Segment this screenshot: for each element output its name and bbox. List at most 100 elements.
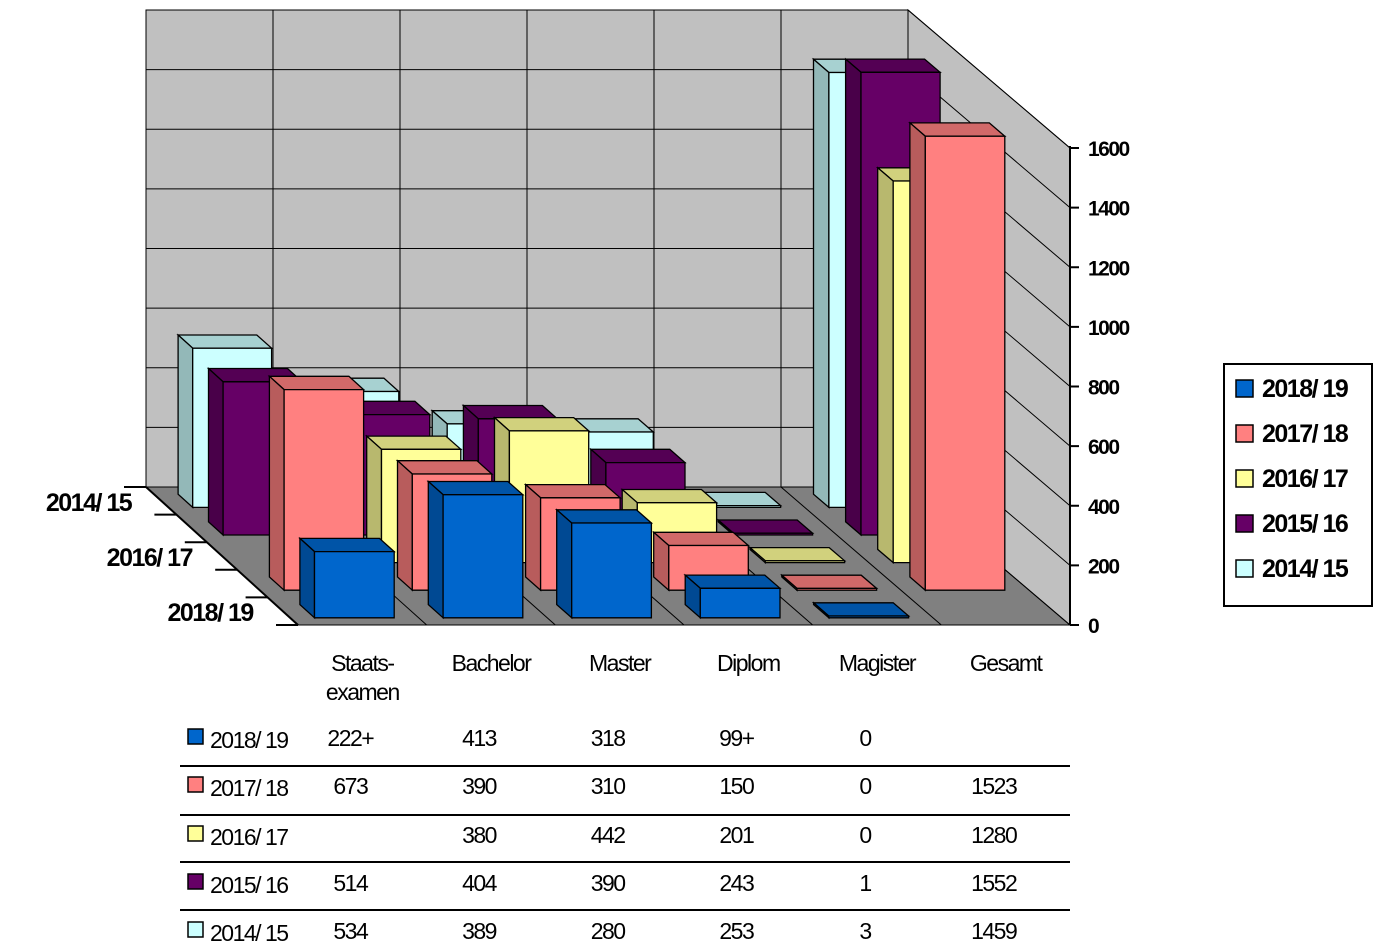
bar-side bbox=[877, 166, 894, 565]
bar-top bbox=[748, 546, 847, 562]
category-label: Gesamt bbox=[970, 650, 1044, 676]
bar-top bbox=[683, 574, 782, 589]
value-tick-label: 1000 bbox=[1088, 317, 1130, 340]
table-cell: 390 bbox=[462, 773, 497, 799]
bar-side bbox=[268, 374, 285, 592]
table-cell: 380 bbox=[462, 822, 497, 848]
bar bbox=[811, 601, 911, 620]
table-cell: 243 bbox=[719, 870, 754, 896]
bar-front bbox=[442, 494, 524, 619]
bar bbox=[780, 573, 879, 592]
bar-top bbox=[620, 488, 719, 504]
bar-front bbox=[828, 615, 910, 619]
bar-side bbox=[844, 57, 862, 537]
table-cell: 0 bbox=[859, 822, 871, 848]
bar-side bbox=[556, 508, 573, 620]
table-cell: 150 bbox=[719, 773, 754, 799]
bar-side bbox=[909, 121, 926, 592]
table-legend-key bbox=[187, 728, 204, 745]
legend-label: 2018/ 19 bbox=[1262, 375, 1348, 403]
bar-top bbox=[523, 483, 622, 499]
bar-top bbox=[780, 574, 879, 590]
legend-key bbox=[1235, 514, 1254, 533]
table-cell: 99+ bbox=[719, 725, 755, 751]
value-tick-label: 1200 bbox=[1088, 257, 1130, 280]
table-cell: 1523 bbox=[971, 773, 1017, 799]
legend: 2018/ 19 2017/ 18 2016/ 17 2015/ 16 2014/ 15 bbox=[1223, 363, 1373, 607]
bar-top bbox=[395, 460, 494, 475]
bar-top bbox=[811, 602, 911, 617]
legend-key bbox=[1235, 559, 1254, 578]
legend-key bbox=[1235, 424, 1254, 443]
table-legend-key bbox=[187, 776, 204, 793]
table-row-label: 2015/ 16 bbox=[210, 872, 288, 898]
bar-side bbox=[299, 536, 316, 620]
value-tick-label: 0 bbox=[1088, 615, 1099, 638]
bar-front bbox=[924, 135, 1006, 591]
bar-top bbox=[176, 334, 274, 349]
bar bbox=[908, 121, 1007, 592]
legend-key bbox=[1235, 469, 1254, 488]
category-label: Staats-examen bbox=[326, 650, 400, 705]
table-row-label: 2014/ 15 bbox=[210, 920, 288, 946]
table-cell: 1459 bbox=[971, 918, 1017, 944]
bar-top bbox=[651, 531, 751, 547]
bar bbox=[426, 480, 525, 620]
bar-top bbox=[843, 58, 942, 73]
depth-axis-label: 2018/ 19 bbox=[167, 599, 253, 627]
bar-side bbox=[427, 480, 444, 620]
bar-top bbox=[461, 404, 560, 420]
bar-side bbox=[396, 459, 413, 592]
bar-top bbox=[908, 122, 1007, 137]
table-cell: 673 bbox=[333, 773, 368, 799]
bar-front bbox=[732, 532, 814, 536]
table-row-label: 2016/ 17 bbox=[210, 824, 288, 850]
bar bbox=[683, 573, 782, 620]
value-tick-label: 1400 bbox=[1088, 198, 1130, 221]
table-cell: 3 bbox=[859, 918, 871, 944]
value-tick-label: 200 bbox=[1088, 555, 1119, 578]
table-cell: 0 bbox=[859, 773, 871, 799]
bar-top bbox=[267, 375, 366, 391]
table-cell: 1552 bbox=[971, 870, 1017, 896]
table-cell: 442 bbox=[591, 822, 626, 848]
value-tick-label: 400 bbox=[1088, 496, 1119, 519]
table-legend-key bbox=[187, 921, 204, 938]
table-cell: 404 bbox=[462, 870, 498, 896]
table-cell: 413 bbox=[462, 725, 497, 751]
bar bbox=[748, 546, 847, 565]
value-tick-label: 1600 bbox=[1088, 138, 1130, 161]
bar-front bbox=[764, 560, 846, 564]
category-label: Diplom bbox=[717, 650, 780, 676]
bar-front bbox=[699, 587, 781, 619]
table-cell: 253 bbox=[719, 918, 754, 944]
bar-side bbox=[524, 483, 542, 592]
table-cell: 222+ bbox=[327, 725, 374, 751]
depth-axis-label: 2014/ 15 bbox=[46, 489, 133, 517]
table-cell: 534 bbox=[333, 918, 369, 944]
bar-front bbox=[313, 550, 395, 619]
bar-side bbox=[207, 367, 224, 537]
legend-label: 2014/ 15 bbox=[1262, 555, 1349, 583]
value-tick-label: 600 bbox=[1088, 436, 1119, 459]
depth-axis bbox=[145, 486, 299, 626]
table-cell: 1280 bbox=[971, 822, 1017, 848]
floor-gridline bbox=[780, 486, 942, 626]
bar bbox=[298, 536, 396, 620]
table-row-label: 2018/ 19 bbox=[210, 727, 288, 753]
legend-label: 2016/ 17 bbox=[1262, 465, 1348, 493]
bar-side bbox=[812, 57, 830, 509]
bar-top bbox=[492, 416, 591, 432]
category-label: Magister bbox=[839, 650, 917, 676]
table-cell: 1 bbox=[859, 870, 871, 896]
legend-label: 2017/ 18 bbox=[1262, 420, 1349, 448]
bar-top bbox=[716, 519, 815, 534]
table-cell: 389 bbox=[462, 918, 497, 944]
table-cell: 201 bbox=[719, 822, 754, 848]
bar-top bbox=[298, 537, 396, 553]
bar bbox=[554, 508, 654, 620]
table-cell: 318 bbox=[591, 725, 626, 751]
table-row-label: 2017/ 18 bbox=[210, 775, 288, 801]
bar-front bbox=[571, 522, 653, 619]
